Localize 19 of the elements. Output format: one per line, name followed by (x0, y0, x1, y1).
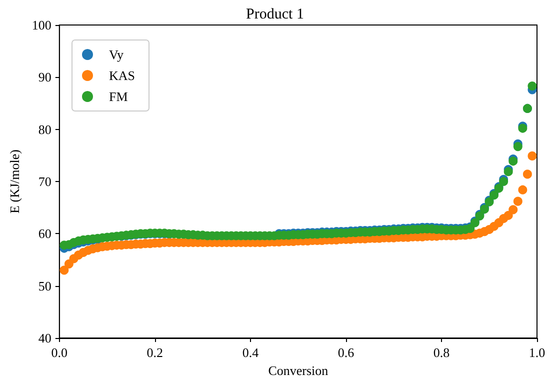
x-tick-label: 0.8 (433, 345, 450, 360)
legend-label: Vy (109, 47, 124, 62)
x-tick-label: 0.0 (51, 345, 68, 360)
x-tick-label: 1.0 (528, 345, 546, 360)
legend-label: KAS (109, 68, 136, 83)
y-tick-label: 40 (38, 330, 52, 346)
x-tick-label: 0.2 (146, 345, 164, 360)
legend-label: FM (109, 89, 128, 104)
y-tick-label: 100 (32, 18, 52, 32)
y-tick-label: 80 (38, 122, 52, 137)
chart-title: Product 1 (246, 6, 304, 22)
y-tick-label: 60 (38, 226, 52, 242)
x-tick-label: 0.6 (338, 345, 355, 360)
y-tick-label: 50 (38, 278, 52, 294)
y-axis-title: E (KJ/mole) (7, 150, 22, 214)
y-tick-label: 90 (38, 70, 52, 85)
x-tick-label: 0.4 (242, 345, 260, 360)
y-tick-label: 70 (38, 174, 52, 189)
x-axis-title: Conversion (268, 363, 329, 378)
